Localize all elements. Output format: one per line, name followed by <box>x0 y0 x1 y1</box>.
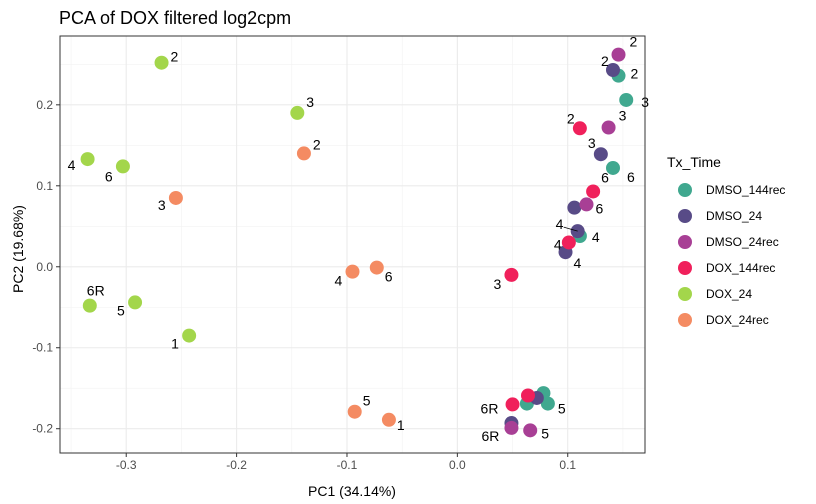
point-label: 2 <box>630 34 638 50</box>
point-label: 2 <box>631 66 639 82</box>
legend-key-dmso-24 <box>678 209 692 223</box>
chart-title: PCA of DOX filtered log2cpm <box>59 8 291 28</box>
legend-items: DMSO_144rec DMSO_24 DMSO_24rec DOX_144rec DO… <box>678 183 785 327</box>
point-dox-24 <box>128 295 143 310</box>
x-tick-label: -0.1 <box>337 458 358 472</box>
legend-key-dox-24 <box>678 287 692 301</box>
point-dox-144rec <box>504 267 519 282</box>
point-dmso-144rec <box>605 160 620 175</box>
point-label: 6 <box>385 269 393 285</box>
point-label: 4 <box>556 216 564 232</box>
y-tick-label: 0.2 <box>36 98 53 112</box>
point-label: 6 <box>627 169 635 185</box>
legend-label: DMSO_24 <box>706 209 762 223</box>
y-tick-label: -0.1 <box>32 341 53 355</box>
point-label: 1 <box>397 417 405 433</box>
panel-background <box>60 36 645 453</box>
point-dmso-24 <box>605 63 620 78</box>
point-label: 5 <box>541 425 549 441</box>
point-dox-144rec <box>521 388 535 403</box>
legend-label: DMSO_144rec <box>706 183 785 197</box>
point-dox-24rec <box>296 146 311 161</box>
legend: Tx_Time DMSO_144rec DMSO_24 DMSO_24rec DOX_… <box>667 154 785 327</box>
point-dmso-24 <box>567 200 582 215</box>
point-label: 4 <box>574 255 582 271</box>
point-dox-24rec <box>369 260 384 275</box>
x-axis-title: PC1 (34.14%) <box>308 483 396 499</box>
point-label: 2 <box>567 110 575 126</box>
legend-label: DMSO_24rec <box>706 235 779 249</box>
point-dox-24rec <box>168 190 183 205</box>
point-dmso-24rec <box>601 120 616 135</box>
point-label: 3 <box>588 135 596 151</box>
point-label: 5 <box>558 401 566 417</box>
point-dox-24rec <box>347 404 362 419</box>
x-tick-label: -0.2 <box>226 458 247 472</box>
point-dmso-24 <box>593 147 608 162</box>
point-dox-24rec <box>345 264 360 279</box>
point-dmso-24rec <box>523 423 538 438</box>
point-dox-24 <box>80 152 95 167</box>
point-label: 2 <box>313 136 321 152</box>
x-tick-label: 0.1 <box>559 458 576 472</box>
x-tick-label: -0.3 <box>116 458 137 472</box>
point-label: 3 <box>493 276 501 292</box>
point-dox-24 <box>290 105 305 120</box>
legend-key-dmso-144rec <box>678 183 692 197</box>
y-axis-ticks: -0.2 -0.1 0.0 0.1 0.2 <box>32 98 60 436</box>
point-label: 4 <box>68 157 76 173</box>
y-tick-label: -0.2 <box>32 422 53 436</box>
point-label: 4 <box>592 229 600 245</box>
point-dox-144rec <box>505 397 520 412</box>
y-axis-title: PC2 (19.68%) <box>10 205 26 293</box>
point-dox-144rec <box>561 235 576 250</box>
y-tick-label: 0.1 <box>36 179 53 193</box>
point-label: 2 <box>171 49 179 65</box>
point-label: 3 <box>619 107 627 123</box>
point-label: 6 <box>596 200 604 216</box>
point-label: 3 <box>306 94 314 110</box>
point-label: 6 <box>105 168 113 184</box>
legend-label: DOX_24rec <box>706 313 769 327</box>
legend-label: DOX_24 <box>706 287 752 301</box>
point-label: 3 <box>158 197 166 213</box>
legend-key-dox-144rec <box>678 261 692 275</box>
point-label: 2 <box>601 53 609 69</box>
point-label: 3 <box>641 94 649 110</box>
point-label: 6 <box>601 169 609 185</box>
point-dmso-24rec <box>504 420 519 435</box>
point-dox-24 <box>182 328 197 343</box>
legend-key-dmso-24rec <box>678 235 692 249</box>
point-dmso-144rec <box>540 396 555 411</box>
panel-border <box>59 35 646 454</box>
y-tick-label: 0.0 <box>36 260 53 274</box>
x-tick-label: 0.0 <box>449 458 466 472</box>
label-leader-line <box>563 226 578 232</box>
point-dox-24 <box>115 159 130 174</box>
point-dmso-24rec <box>611 47 626 62</box>
point-label: 4 <box>554 236 562 252</box>
point-label: 5 <box>117 302 125 318</box>
point-label: 6R <box>481 400 499 416</box>
point-dox-24rec <box>381 412 396 427</box>
legend-label: DOX_144rec <box>706 261 775 275</box>
plot-panel <box>59 35 646 454</box>
point-dox-144rec <box>572 121 587 136</box>
point-dox-24 <box>82 298 97 313</box>
legend-title: Tx_Time <box>667 154 721 170</box>
point-label: 6R <box>87 283 105 299</box>
point-label: 6R <box>481 428 499 444</box>
point-dox-144rec <box>586 184 601 199</box>
point-dmso-24rec <box>579 197 594 212</box>
legend-key-dox-24rec <box>678 313 692 327</box>
point-label: 4 <box>335 273 343 289</box>
x-axis-ticks: -0.3 -0.2 -0.1 0.0 0.1 <box>116 453 576 472</box>
data-points <box>80 47 634 438</box>
point-dmso-144rec <box>619 92 634 107</box>
point-dox-24 <box>154 55 169 70</box>
point-label: 1 <box>171 336 179 352</box>
point-label: 5 <box>363 393 371 409</box>
